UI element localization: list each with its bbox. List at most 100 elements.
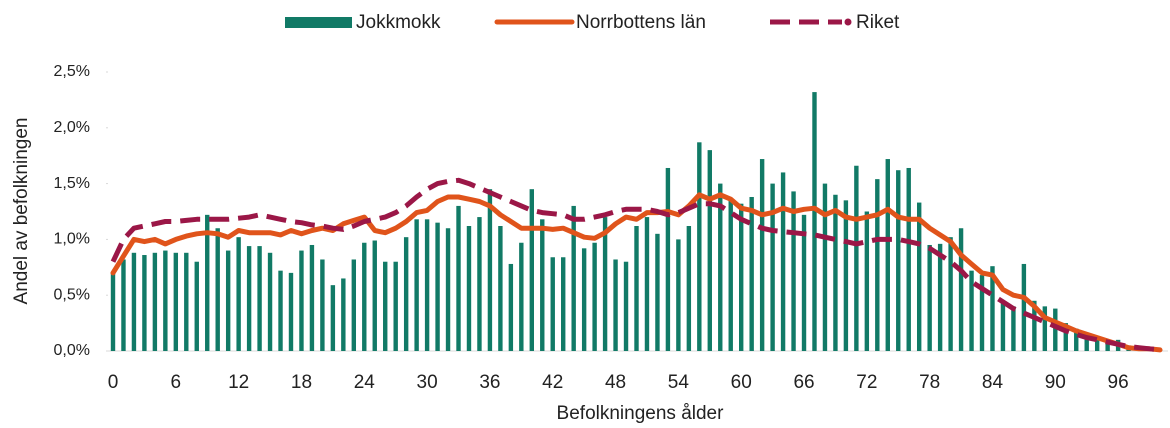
bar bbox=[477, 217, 482, 351]
legend-swatch bbox=[285, 17, 352, 28]
y-tick-label: 2,0% bbox=[54, 119, 90, 136]
bar bbox=[561, 257, 566, 351]
bar bbox=[121, 259, 126, 351]
bar bbox=[498, 226, 503, 351]
x-tick-label: 90 bbox=[1045, 372, 1066, 393]
bar bbox=[990, 266, 995, 351]
bar bbox=[550, 257, 555, 351]
x-tick-label: 78 bbox=[919, 372, 940, 393]
legend-label: Jokkmokk bbox=[356, 12, 441, 33]
bar bbox=[540, 219, 545, 351]
bar bbox=[225, 250, 231, 351]
legend-label: Norrbottens län bbox=[576, 12, 706, 33]
legend-label: Riket bbox=[856, 12, 900, 33]
bar bbox=[445, 228, 451, 351]
bar bbox=[278, 270, 283, 351]
bar bbox=[634, 226, 639, 351]
x-tick-label: 72 bbox=[856, 372, 877, 393]
bar bbox=[697, 142, 702, 351]
bar bbox=[665, 167, 671, 351]
bar bbox=[267, 252, 273, 351]
bar bbox=[644, 217, 650, 351]
bar bbox=[1105, 339, 1110, 351]
bar bbox=[362, 242, 367, 351]
bar bbox=[309, 244, 315, 351]
bar bbox=[414, 219, 419, 351]
bar bbox=[707, 150, 712, 351]
bar bbox=[152, 252, 158, 351]
bar bbox=[529, 189, 534, 351]
bar bbox=[875, 179, 880, 351]
bar bbox=[456, 205, 461, 351]
bar bbox=[843, 200, 849, 351]
bar bbox=[205, 214, 210, 351]
bar bbox=[393, 261, 398, 351]
x-tick-label: 6 bbox=[171, 372, 182, 393]
bar bbox=[833, 194, 838, 351]
bar bbox=[1074, 328, 1079, 351]
bar bbox=[1000, 300, 1006, 351]
bar bbox=[801, 214, 807, 351]
bar bbox=[571, 205, 576, 351]
bar bbox=[288, 272, 294, 351]
bar bbox=[110, 272, 116, 351]
bar bbox=[1053, 308, 1058, 351]
line bbox=[110, 177, 1161, 353]
bar bbox=[1032, 300, 1037, 351]
bar bbox=[246, 246, 252, 351]
bar bbox=[236, 237, 241, 351]
bar bbox=[948, 237, 953, 351]
x-tick-label: 0 bbox=[108, 372, 119, 393]
bar bbox=[916, 202, 922, 351]
bar bbox=[1094, 337, 1100, 351]
bar bbox=[812, 92, 817, 351]
bar bbox=[759, 159, 765, 351]
y-axis-title: Andel av befolkningen bbox=[11, 118, 32, 305]
bar bbox=[623, 261, 629, 351]
x-tick-label: 54 bbox=[668, 372, 690, 393]
bar bbox=[435, 222, 440, 351]
bar bbox=[299, 250, 304, 351]
y-tick-label: 0,0% bbox=[54, 342, 90, 359]
x-tick-label: 42 bbox=[542, 372, 563, 393]
bar bbox=[519, 242, 524, 351]
y-tick-label: 0,5% bbox=[54, 286, 90, 303]
bar bbox=[592, 242, 597, 351]
bar bbox=[1084, 334, 1089, 351]
bar bbox=[1063, 323, 1068, 351]
y-tick-label: 2,5% bbox=[54, 63, 90, 80]
y-tick-label: 1,5% bbox=[54, 175, 90, 192]
bar bbox=[937, 243, 943, 351]
bar bbox=[466, 226, 472, 351]
bar bbox=[613, 259, 618, 351]
x-tick-label: 12 bbox=[228, 372, 249, 393]
bar bbox=[770, 183, 775, 351]
bar bbox=[131, 252, 137, 351]
bar bbox=[906, 167, 911, 351]
bar bbox=[749, 196, 754, 351]
x-tick-label: 66 bbox=[793, 372, 814, 393]
bar bbox=[822, 183, 828, 351]
x-tick-label: 36 bbox=[479, 372, 500, 393]
bar bbox=[1042, 306, 1048, 351]
x-tick-label: 60 bbox=[731, 372, 752, 393]
bar bbox=[581, 248, 587, 351]
x-tick-label: 84 bbox=[982, 372, 1004, 393]
bar bbox=[184, 252, 189, 351]
bar bbox=[885, 159, 890, 351]
bar bbox=[969, 270, 974, 351]
bar bbox=[320, 259, 325, 351]
bar bbox=[1011, 306, 1016, 351]
bar bbox=[686, 226, 692, 351]
bar bbox=[403, 237, 409, 351]
bar bbox=[958, 228, 964, 351]
bar bbox=[487, 189, 493, 351]
x-tick-label: 18 bbox=[291, 372, 312, 393]
bar bbox=[791, 191, 796, 351]
bar bbox=[728, 199, 733, 351]
x-tick-label: 30 bbox=[417, 372, 438, 393]
bar bbox=[372, 240, 377, 351]
bar bbox=[979, 275, 985, 351]
bar bbox=[341, 278, 346, 351]
x-tick-label: 96 bbox=[1108, 372, 1129, 393]
